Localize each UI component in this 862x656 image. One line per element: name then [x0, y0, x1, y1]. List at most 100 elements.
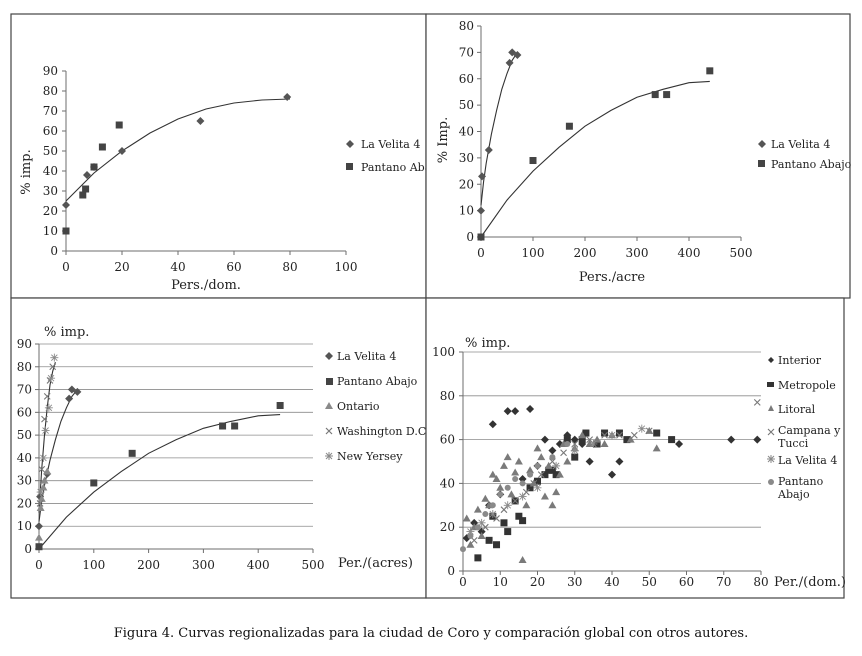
x-axis-label-2: Pers./acre — [579, 270, 646, 285]
data-point-litoral — [652, 444, 661, 452]
data-point-la-velita-4 — [83, 171, 91, 179]
data-point-litoral — [477, 531, 486, 539]
chart-panel-4: 0 20 40 60 80 100 0 10 20 30 40 50 60 70 80 Per./(dom.… — [425, 297, 846, 599]
data-point-interior — [608, 470, 616, 479]
data-point-campana-y-tucci — [645, 427, 653, 435]
legend-marker-ontario — [325, 402, 333, 409]
data-point-metropole — [571, 453, 579, 461]
data-point-metropole — [493, 541, 501, 549]
data-point-interior — [727, 435, 736, 444]
legend-marker-la-velita-4 — [767, 455, 775, 463]
y-tick-label-10: 10 — [459, 204, 474, 218]
x-tick-label-300: 300 — [626, 246, 649, 260]
x-tick-label-50: 50 — [642, 575, 657, 589]
data-point-pantano-abajo — [90, 479, 98, 487]
data-point-pantano-abajo — [62, 227, 70, 235]
data-point-la-velita-4 — [484, 145, 493, 154]
x-axis-label-1: Pers./dom. — [171, 278, 241, 293]
legend-label-pantano-abajo: Pantano Abajo — [771, 158, 852, 171]
legend-label-interior: Interior — [778, 354, 822, 367]
data-point-litoral — [552, 488, 561, 496]
data-point-metropole — [563, 436, 571, 444]
data-point-pantano-abajo — [477, 233, 485, 241]
legend-marker-la-velita-4 — [758, 140, 766, 148]
legend-4: Interior Metropole Litoral Campana y Tucc… — [767, 354, 841, 501]
data-point-metropole — [474, 554, 482, 562]
chart-panel-1: 0 10 20 30 40 50 60 70 80 90 0 20 40 60 80 100 Pers./do… — [10, 13, 442, 299]
data-point-pantano-abajo — [231, 422, 239, 430]
data-point-litoral — [626, 435, 635, 443]
data-point-la-velita-4 — [65, 394, 74, 403]
legend-label-litoral: Litoral — [778, 403, 816, 416]
panel-frame-2 — [425, 13, 851, 299]
data-point-litoral — [537, 453, 546, 461]
data-point-metropole — [548, 466, 556, 474]
legend-1: La Velita 4 Pantano Abajo — [346, 138, 442, 174]
data-point-metropole — [623, 436, 631, 444]
x-tick-label-200: 200 — [137, 558, 160, 572]
y-axis-label-1: % imp. — [19, 149, 34, 194]
data-point-la-velita-4 — [518, 492, 527, 501]
data-point-pantano-abajo — [549, 454, 556, 461]
y-tick-label-80: 80 — [459, 19, 474, 33]
y-tick-label-0: 0 — [447, 564, 455, 578]
legend-marker-pantano-abajo — [758, 160, 765, 167]
data-point-campana-y-tucci — [601, 431, 608, 439]
data-point-metropole — [653, 429, 661, 437]
figure-caption: Figura 4. Curvas regionalizadas para la … — [113, 626, 749, 641]
data-point-litoral — [578, 431, 587, 439]
data-point-ontario — [40, 476, 49, 484]
y-tick-label-10: 10 — [17, 519, 32, 533]
data-point-campana-y-tucci — [616, 431, 623, 439]
y-tick-label-0: 0 — [24, 542, 32, 556]
data-point-litoral — [563, 457, 572, 465]
data-point-ontario — [39, 483, 48, 491]
data-point-pantano-abajo — [90, 163, 98, 171]
legend-marker-pantano-abajo — [346, 163, 353, 170]
data-point-campana-y-tucci — [481, 523, 489, 531]
data-point-new-yersey — [44, 403, 53, 412]
data-point-litoral — [503, 453, 512, 461]
x-tick-label-70: 70 — [716, 575, 731, 589]
legend-label-campana-y-tucci: Campana y Tucci — [778, 424, 841, 450]
data-point-litoral — [555, 470, 564, 478]
y-tick-label-80: 80 — [17, 360, 32, 374]
y-tick-label-100: 100 — [432, 345, 455, 359]
plot-area-2: 0 10 20 30 40 50 60 70 80 0 100 200 300 400 500 — [459, 19, 753, 260]
data-point-campana-y-tucci — [630, 431, 638, 439]
data-point-la-velita-4 — [513, 51, 522, 60]
legend-marker-la-velita-4 — [325, 352, 333, 360]
data-point-litoral — [526, 466, 535, 474]
data-point-interior — [615, 457, 624, 466]
data-point-pantano-abajo — [482, 511, 489, 518]
data-point-interior — [675, 439, 684, 448]
data-point-litoral — [488, 470, 497, 478]
panel-frame-1 — [10, 13, 427, 299]
data-point-pantano-abajo — [467, 532, 474, 539]
legend-2: La Velita 4 Pantano Abajo — [758, 138, 852, 171]
data-point-la-velita-4 — [466, 527, 475, 536]
x-tick-label-30: 30 — [567, 575, 582, 589]
data-point-pantano-abajo — [497, 491, 504, 498]
data-point-pantano-abajo — [534, 462, 541, 469]
x-tick-label-0: 0 — [35, 558, 43, 572]
data-point-ontario — [37, 494, 46, 502]
data-point-campana-y-tucci — [493, 515, 500, 522]
data-point-litoral — [466, 540, 475, 548]
data-point-litoral — [600, 439, 609, 447]
data-point-la-velita-4 — [503, 501, 512, 510]
y-tick-label-80: 80 — [43, 84, 58, 98]
data-point-interior — [511, 407, 520, 416]
data-point-la-velita-4 — [637, 424, 646, 433]
data-point-ontario — [35, 533, 43, 541]
data-point-la-velita-4 — [608, 431, 616, 440]
y-tick-label-20: 20 — [459, 177, 474, 191]
y-axis-label-2: % Imp. — [436, 117, 451, 163]
x-tick-label-80: 80 — [282, 260, 297, 274]
y-tick-label-40: 40 — [43, 164, 58, 178]
data-point-interior — [540, 435, 549, 444]
data-point-interior — [518, 475, 527, 484]
legend-label-washington-dc: Washington D.C. — [337, 425, 429, 438]
y-tick-label-20: 20 — [17, 496, 32, 510]
y-tick-label-20: 20 — [440, 520, 455, 534]
